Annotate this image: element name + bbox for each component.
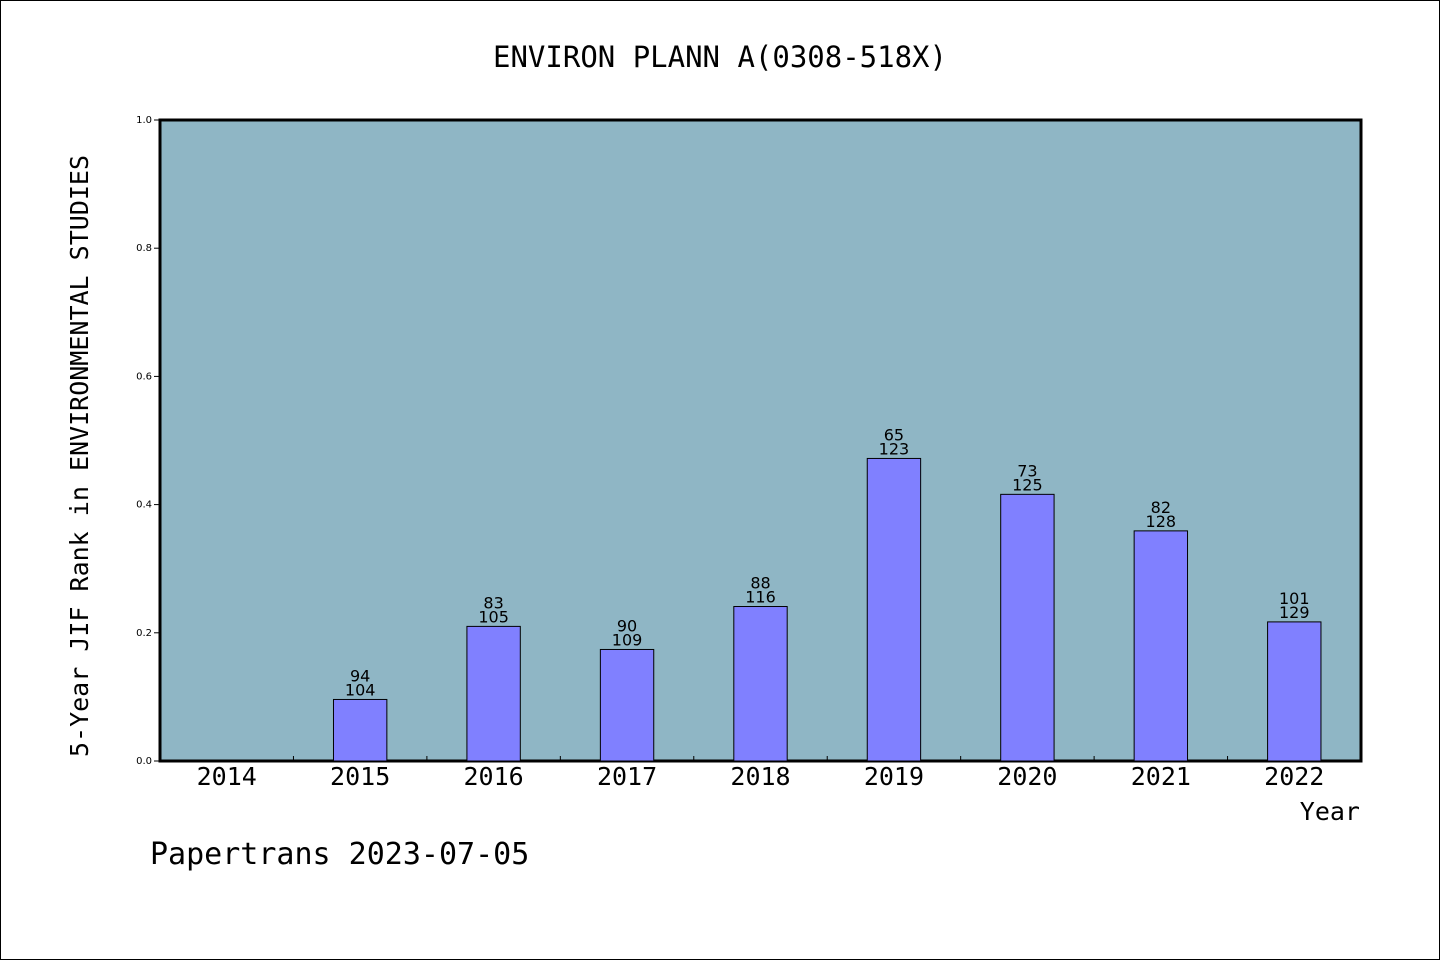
bar-rank-label: 94 [350,666,370,685]
bar-total-label: 129 [1279,603,1310,622]
x-tick-label: 2015 [330,762,390,791]
y-axis: 0.0 0.2 0.4 0.6 0.8 1.0 [136,115,160,767]
bar-2020 [1000,493,1055,762]
source-footer: Papertrans 2023-07-05 [150,837,529,872]
y-axis-label: 5-Year JIF Rank in ENVIRONMENTAL STUDIES [65,155,94,757]
bar-2021 [1133,530,1189,762]
y-tick-label: 0.4 [136,500,152,511]
y-tick-label: 1.0 [136,115,152,126]
y-tick-label: 0.0 [136,756,152,767]
x-axis: 2014 2015 2016 2017 2018 2019 2020 2021 2022 [197,756,1324,791]
x-tick-label: 2016 [464,762,524,791]
bar-rank-label: 65 [884,425,904,444]
bar-2015 [332,698,388,762]
x-tick-label: 2019 [864,762,924,791]
bar-rank-label: 83 [483,593,503,612]
bar-total-label: 104 [345,680,376,699]
bar-2016 [466,625,521,762]
bar-total-label: 105 [478,607,509,626]
x-tick-label: 2018 [730,762,790,791]
y-tick-label: 0.2 [136,628,152,639]
bar-rank-label: 88 [750,574,770,593]
bar-total-label: 128 [1146,512,1177,531]
bars-group [332,457,1322,762]
bar-total-label: 116 [745,588,776,607]
bar-rank-label: 101 [1279,589,1310,608]
chart-title: ENVIRON PLANN A(0308-518X) [493,40,947,74]
bar-total-label: 123 [879,439,910,458]
bar-rank-label: 73 [1017,461,1037,480]
bar-2019 [866,457,922,762]
x-tick-label: 2022 [1264,762,1324,791]
bar-total-label: 125 [1012,475,1043,494]
bar-rank-label: 82 [1151,498,1171,517]
y-tick-label: 0.6 [136,371,152,382]
x-tick-label: 2017 [597,762,657,791]
bar-2022 [1267,621,1322,762]
x-axis-label: Year [1300,797,1360,826]
bar-total-label: 109 [612,630,643,649]
y-tick-label: 0.8 [136,243,152,254]
bar-2018 [733,606,788,762]
x-tick-label: 2020 [997,762,1057,791]
bar-rank-label: 90 [617,616,637,635]
x-tick-label: 2021 [1131,762,1191,791]
x-tick-label: 2014 [197,762,257,791]
bar-2017 [599,648,655,762]
